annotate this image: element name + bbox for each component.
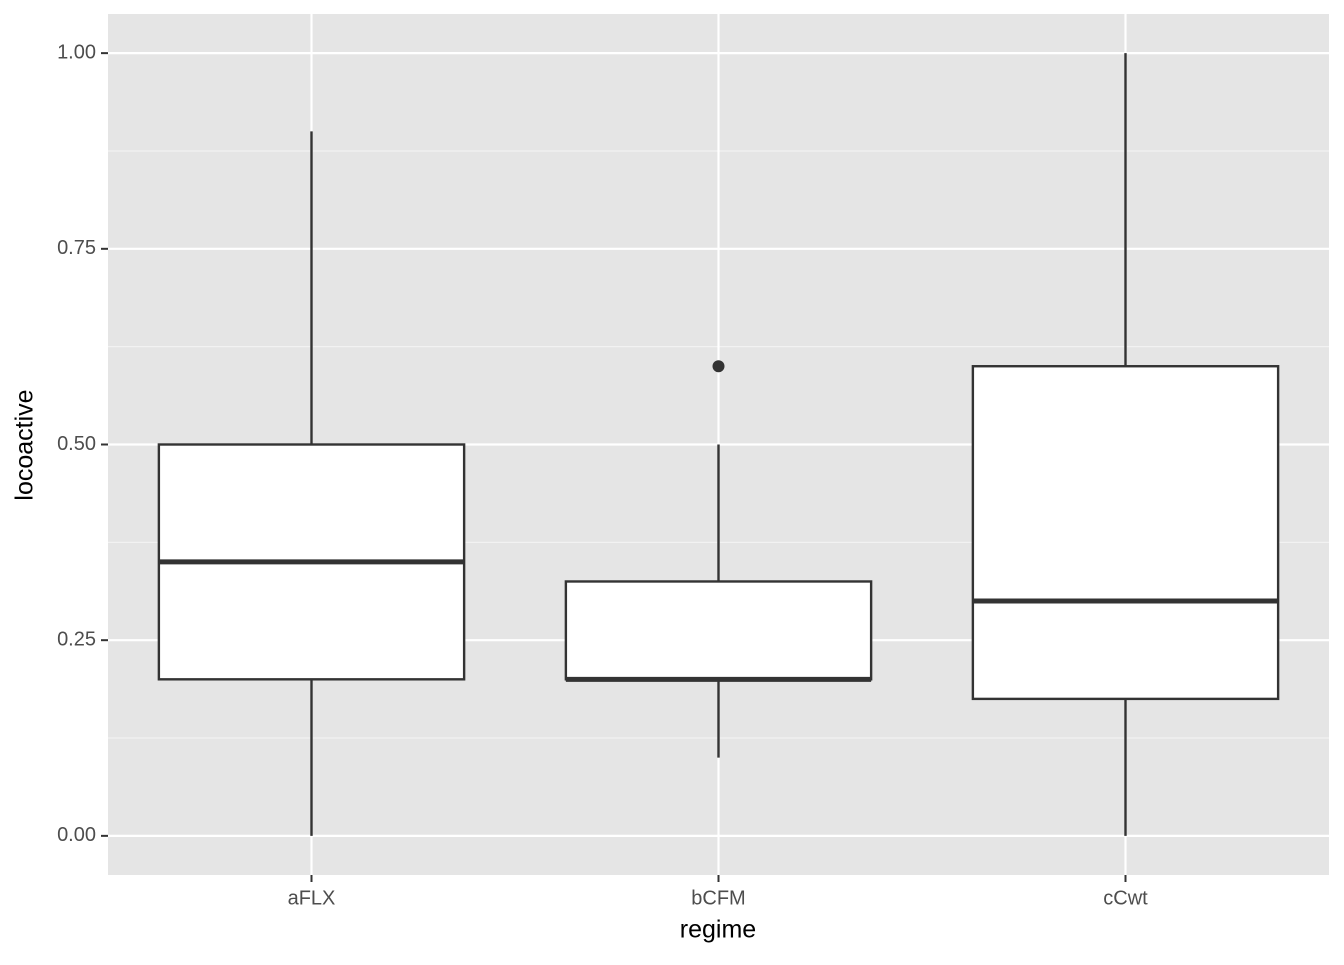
y-tick-label: 0.25 (57, 628, 96, 650)
outlier (712, 360, 725, 373)
x-tick-label: cCwt (1103, 887, 1148, 909)
x-tick-label: aFLX (288, 887, 336, 909)
box (971, 365, 1280, 701)
y-tick-label: 0.50 (57, 433, 96, 455)
y-tick-label: 0.00 (57, 824, 96, 846)
x-axis-title: regime (680, 916, 756, 944)
y-tick-label: 0.75 (57, 237, 96, 259)
x-tick-label: bCFM (691, 887, 745, 909)
y-axis-title: locoactive (11, 389, 39, 500)
box (564, 580, 873, 681)
y-tick-label: 1.00 (57, 41, 96, 63)
